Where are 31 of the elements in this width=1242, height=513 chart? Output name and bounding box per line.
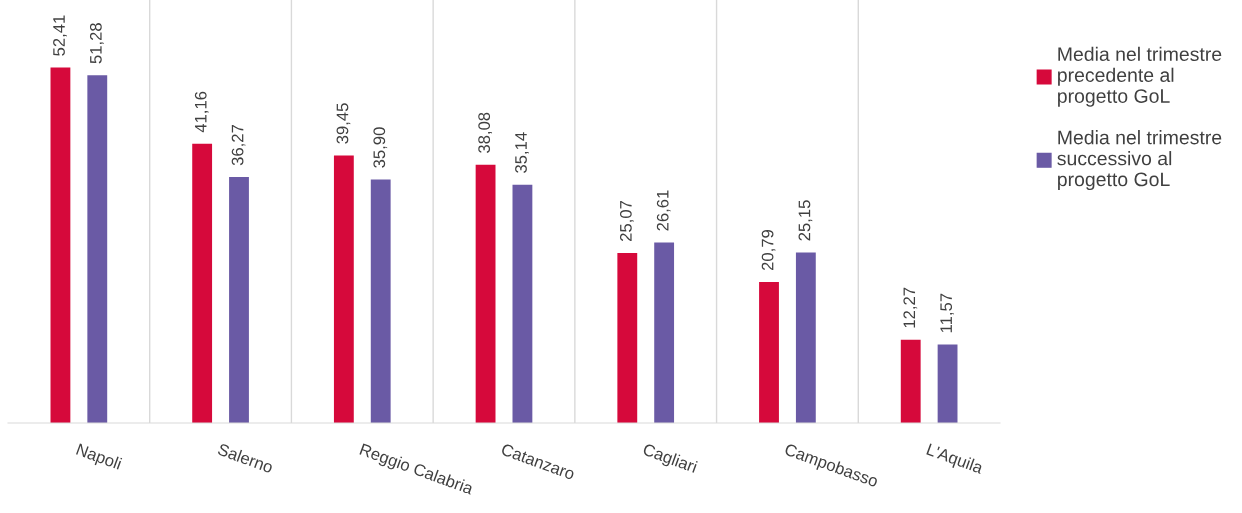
bar (512, 184, 533, 423)
bar (937, 344, 958, 423)
bar (900, 339, 921, 423)
data-label: 25,07 (619, 200, 634, 242)
data-label: 36,27 (231, 125, 246, 166)
bar (229, 177, 249, 423)
data-label: 41,16 (194, 91, 209, 133)
bar (654, 242, 675, 423)
data-label: 52,41 (53, 15, 67, 56)
bar (87, 75, 108, 423)
x-tick-label: Napoli (74, 442, 123, 473)
bar (795, 252, 816, 423)
data-label: 12,27 (903, 287, 918, 328)
data-label: 35,14 (515, 132, 529, 173)
legend-label: Media nel trimestre successivo al progetto GoL (1057, 130, 1222, 191)
legend-label: Media nel trimestre precedente al progetto GoL (1058, 46, 1222, 107)
bar (759, 282, 779, 423)
bar (617, 252, 638, 423)
bar (333, 155, 354, 423)
data-label: 35,90 (373, 127, 388, 168)
data-label: 20,79 (761, 229, 776, 271)
data-label: 25,15 (798, 200, 813, 241)
data-label: 11,57 (940, 293, 955, 333)
bar (475, 164, 496, 423)
data-label: 51,28 (89, 23, 104, 64)
bar (50, 67, 71, 423)
data-label: 26,61 (656, 190, 671, 231)
data-label: 38,08 (478, 112, 493, 153)
bar (192, 143, 213, 423)
data-label: 39,45 (336, 103, 351, 144)
bar (370, 179, 391, 423)
